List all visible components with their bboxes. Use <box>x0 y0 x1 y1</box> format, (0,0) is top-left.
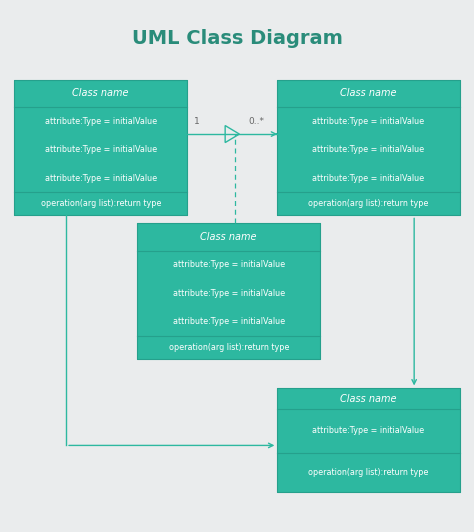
Text: attribute:Type = initialValue: attribute:Type = initialValue <box>173 289 285 298</box>
Bar <box>14 80 187 215</box>
Bar <box>277 388 460 492</box>
Text: operation(arg list):return type: operation(arg list):return type <box>169 343 289 352</box>
Bar <box>277 388 460 492</box>
Bar <box>137 223 320 359</box>
Text: attribute:Type = initialValue: attribute:Type = initialValue <box>173 260 285 269</box>
Text: UML Class Diagram: UML Class Diagram <box>132 29 342 48</box>
Text: attribute:Type = initialValue: attribute:Type = initialValue <box>45 145 157 154</box>
Text: operation(arg list):return type: operation(arg list):return type <box>309 468 428 477</box>
Text: attribute:Type = initialValue: attribute:Type = initialValue <box>312 426 425 435</box>
Bar <box>277 80 460 215</box>
Text: Class name: Class name <box>340 88 397 98</box>
Text: attribute:Type = initialValue: attribute:Type = initialValue <box>312 173 425 182</box>
Text: Class name: Class name <box>73 88 129 98</box>
Text: Class name: Class name <box>340 394 397 404</box>
Text: operation(arg list):return type: operation(arg list):return type <box>309 200 428 209</box>
Bar <box>277 80 460 215</box>
Text: attribute:Type = initialValue: attribute:Type = initialValue <box>312 145 425 154</box>
Text: attribute:Type = initialValue: attribute:Type = initialValue <box>312 117 425 126</box>
Bar <box>14 80 187 215</box>
Text: 1: 1 <box>194 118 200 127</box>
Text: operation(arg list):return type: operation(arg list):return type <box>41 200 161 209</box>
Text: 0..*: 0..* <box>249 118 265 127</box>
Text: Class name: Class name <box>201 232 257 242</box>
Text: attribute:Type = initialValue: attribute:Type = initialValue <box>45 117 157 126</box>
Text: attribute:Type = initialValue: attribute:Type = initialValue <box>45 173 157 182</box>
Text: attribute:Type = initialValue: attribute:Type = initialValue <box>173 317 285 326</box>
Bar <box>137 223 320 359</box>
